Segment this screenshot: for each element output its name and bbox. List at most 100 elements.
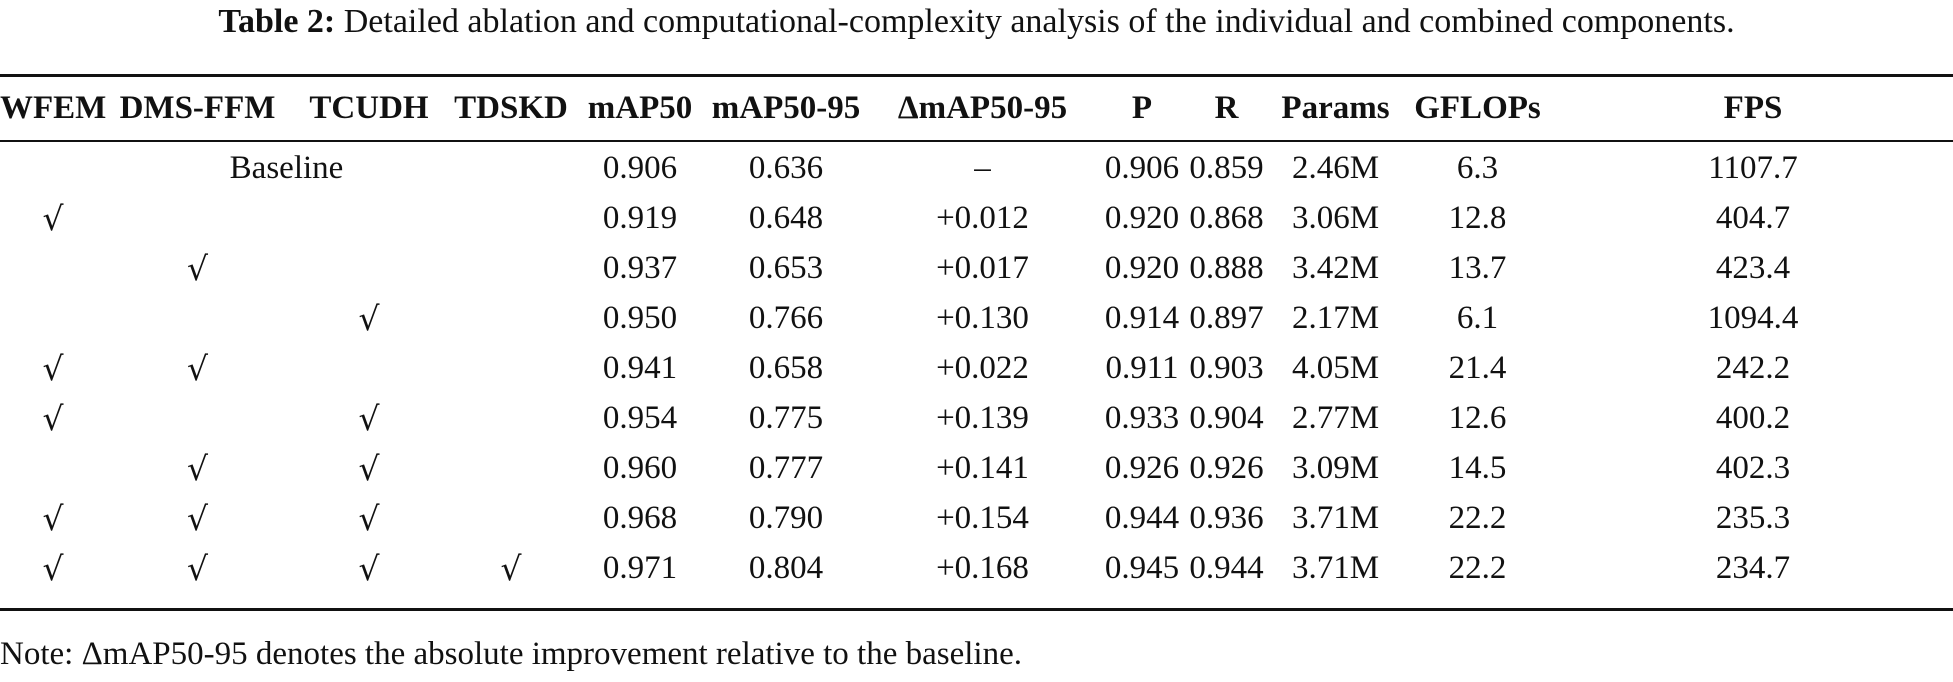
table-cell: 0.971 bbox=[602, 549, 678, 586]
table-row: √ √ 0.954 0.775 +0.139 0.933 0.904 2.77M 12.6 400… bbox=[0, 393, 1953, 443]
check-mark-icon: √ bbox=[42, 548, 64, 588]
empty-cell bbox=[449, 193, 573, 243]
column-header: mAP50 bbox=[587, 90, 693, 126]
table-note: Note: ΔmAP50-95 denotes the absolute imp… bbox=[0, 636, 1022, 672]
table-cell: 22.2 bbox=[1448, 499, 1507, 536]
table-cell: 235.3 bbox=[1715, 499, 1791, 536]
empty-cell bbox=[289, 243, 449, 293]
table-cell: 0.868 bbox=[1189, 199, 1264, 236]
table-cell: 0.914 bbox=[1104, 299, 1180, 336]
table-cell: 0.790 bbox=[748, 499, 824, 536]
table-cell: 3.42M bbox=[1291, 249, 1380, 286]
table-cell: 1107.7 bbox=[1708, 149, 1798, 186]
table-cell: 0.926 bbox=[1189, 449, 1264, 486]
table-cell: +0.012 bbox=[936, 199, 1029, 236]
column-header: TCUDH bbox=[309, 90, 429, 126]
table-cell: 242.2 bbox=[1715, 349, 1791, 386]
check-mark-icon: √ bbox=[358, 498, 380, 538]
table-cell: 0.859 bbox=[1189, 149, 1264, 186]
table-cell: 12.6 bbox=[1448, 399, 1507, 436]
empty-cell bbox=[449, 443, 573, 493]
table-cell: 0.945 bbox=[1104, 549, 1180, 586]
baseline-row: Baseline 0.906 0.636–0.906 0.859 2.46M 6.3 110… bbox=[0, 140, 1953, 193]
table-cell: 3.09M bbox=[1291, 449, 1380, 486]
table-row: √ 0.937 0.653 +0.017 0.920 0.888 3.42M 13.7 423.… bbox=[0, 243, 1953, 293]
table-cell: 21.4 bbox=[1448, 349, 1507, 386]
table-cell: 0.648 bbox=[748, 199, 824, 236]
column-header: R bbox=[1214, 90, 1239, 126]
table-cell: +0.130 bbox=[936, 299, 1029, 336]
check-mark-icon: √ bbox=[186, 248, 209, 288]
table-caption: Table 2: Detailed ablation and computati… bbox=[0, 0, 1953, 58]
table-row: √ √ 0.960 0.777 +0.141 0.926 0.926 3.09M 14.5 402… bbox=[0, 443, 1953, 493]
column-header: TDSKD bbox=[454, 90, 568, 126]
table-cell: +0.139 bbox=[936, 399, 1029, 436]
header-rule bbox=[0, 140, 1953, 142]
empty-cell bbox=[449, 343, 573, 393]
table-cell: 0.937 bbox=[602, 249, 678, 286]
table-cell: 0.944 bbox=[1104, 499, 1180, 536]
table-cell: 0.897 bbox=[1189, 299, 1264, 336]
empty-cell bbox=[289, 343, 449, 393]
check-mark-icon: √ bbox=[186, 448, 209, 488]
table-cell: 0.954 bbox=[602, 399, 678, 436]
table-cell: 0.906 bbox=[1104, 149, 1180, 186]
check-mark-icon: √ bbox=[358, 398, 380, 438]
table-cell: 423.4 bbox=[1715, 249, 1791, 286]
check-mark-icon: √ bbox=[42, 498, 64, 538]
empty-cell bbox=[449, 493, 573, 543]
table-body: Baseline 0.906 0.636–0.906 0.859 2.46M 6.3 110… bbox=[0, 140, 1953, 593]
check-mark-icon: √ bbox=[42, 398, 64, 438]
table-cell: 0.804 bbox=[748, 549, 824, 586]
check-mark-icon: √ bbox=[42, 198, 64, 238]
header-row: WFEM DMS-FFM TCUDH TDSKD mAP50 mAP50-95 ΔmAP50… bbox=[0, 77, 1953, 140]
table-cell: 6.1 bbox=[1456, 299, 1499, 336]
column-header: FPS bbox=[1723, 90, 1783, 126]
table-cell: 12.8 bbox=[1448, 199, 1507, 236]
table-row: √ 0.950 0.766 +0.130 0.914 0.897 2.17M 6.1 1094.… bbox=[0, 293, 1953, 343]
table-cell: +0.017 bbox=[936, 249, 1029, 286]
table-cell: 0.936 bbox=[1189, 499, 1264, 536]
table-cell: 234.7 bbox=[1715, 549, 1791, 586]
table-cell: 2.46M bbox=[1291, 149, 1380, 186]
table-cell: 22.2 bbox=[1448, 549, 1507, 586]
table-cell: 3.06M bbox=[1291, 199, 1380, 236]
table-row: √ √ √ √ 0.971 0.804 +0.168 0.945 0.944 3.71M 22.2 2… bbox=[0, 543, 1953, 593]
check-mark-icon: √ bbox=[500, 548, 522, 588]
table-cell: 0.903 bbox=[1189, 349, 1264, 386]
empty-cell bbox=[449, 293, 573, 343]
table-cell: 3.71M bbox=[1291, 549, 1380, 586]
empty-cell bbox=[449, 243, 573, 293]
empty-cell bbox=[106, 193, 289, 243]
table-cell: 4.05M bbox=[1291, 349, 1380, 386]
table-cell: 0.906 bbox=[602, 149, 678, 186]
check-mark-icon: √ bbox=[358, 298, 380, 338]
table-cell: 0.777 bbox=[748, 449, 824, 486]
table-cell: 0.933 bbox=[1104, 399, 1180, 436]
table-cell: 0.926 bbox=[1104, 449, 1180, 486]
table-row: √ √ 0.941 0.658 +0.022 0.911 0.903 4.05M 21.4 242… bbox=[0, 343, 1953, 393]
table-cell: +0.022 bbox=[936, 349, 1029, 386]
table-cell: 0.950 bbox=[602, 299, 678, 336]
empty-cell bbox=[289, 193, 449, 243]
table-cell: 0.919 bbox=[602, 199, 678, 236]
check-mark-icon: √ bbox=[186, 348, 209, 388]
table-cell: 0.904 bbox=[1189, 399, 1264, 436]
check-mark-icon: √ bbox=[358, 548, 380, 588]
table-cell: 400.2 bbox=[1715, 399, 1791, 436]
column-header: mAP50-95 bbox=[711, 90, 861, 126]
table-cell: 0.968 bbox=[602, 499, 678, 536]
table-cell: +0.154 bbox=[936, 499, 1029, 536]
table-cell: 14.5 bbox=[1448, 449, 1507, 486]
table-cell: 0.911 bbox=[1105, 349, 1179, 386]
empty-cell bbox=[106, 293, 289, 343]
check-mark-icon: √ bbox=[42, 348, 64, 388]
empty-cell bbox=[0, 293, 106, 343]
baseline-label: Baseline bbox=[229, 149, 344, 186]
table-cell: 6.3 bbox=[1456, 149, 1499, 186]
table-cell: +0.168 bbox=[936, 549, 1029, 586]
column-header: Params bbox=[1281, 90, 1390, 126]
table-cell: – bbox=[974, 149, 991, 186]
table-cell: 0.920 bbox=[1104, 199, 1180, 236]
table-cell: 402.3 bbox=[1715, 449, 1791, 486]
